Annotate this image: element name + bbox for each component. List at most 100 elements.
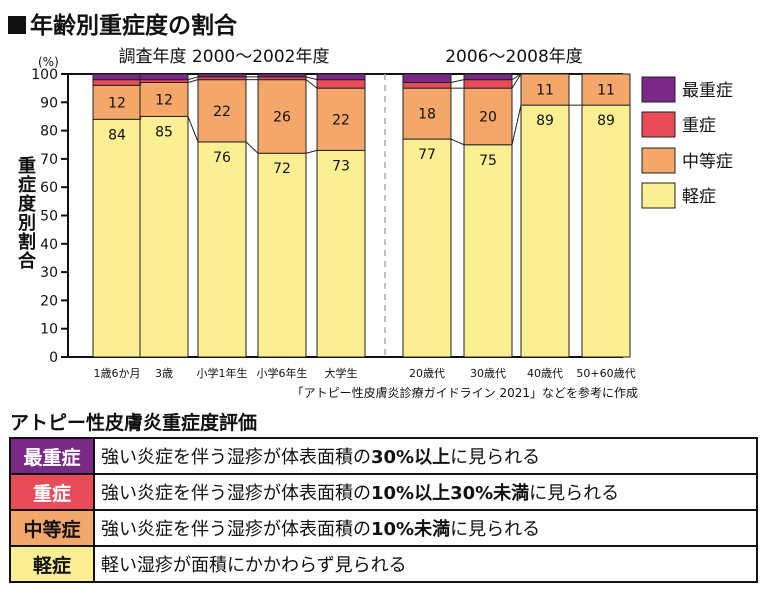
y-tick-label: 70 (40, 152, 58, 168)
y-tick-label: 40 (40, 237, 58, 253)
connector-line (305, 149, 318, 154)
bar-segment (139, 115, 189, 358)
bar-segment (316, 87, 366, 151)
bar-segment (257, 73, 307, 78)
y-tick-label: 60 (40, 180, 58, 196)
data-label: 72 (273, 161, 291, 177)
legend-swatch (641, 76, 676, 103)
bar-segment (197, 79, 247, 143)
bar-segment (257, 152, 307, 358)
severity-label: 中等症 (9, 509, 95, 547)
legend-swatch (641, 111, 676, 138)
data-label: 76 (213, 150, 231, 166)
severity-label: 軽症 (9, 545, 95, 583)
x-tick-label: 小学1年生 (197, 366, 248, 380)
bar-segment (139, 73, 189, 81)
bar-segment (316, 79, 366, 89)
bar-segment (463, 79, 513, 89)
severity-description: 強い炎症を伴う湿疹が体表面積の10%以上30%未満に見られる (93, 473, 758, 511)
connector-line (187, 76, 199, 81)
severity-label: 最重症 (9, 437, 95, 475)
bar-segment (463, 144, 513, 358)
table-title: アトピー性皮膚炎重症度評価 (10, 412, 258, 434)
x-tick-label: 小学6年生 (257, 366, 308, 380)
severity-table: 最重症 強い炎症を伴う湿疹が体表面積の30%以上に見られる 重症 強い炎症を伴う… (9, 437, 758, 583)
y-unit-label: (%) (38, 55, 59, 69)
source-note: 「アトピー性皮膚炎診療ガイドライン 2021」などを参考に作成 (292, 385, 638, 400)
x-tick-label: 大学生 (325, 366, 358, 380)
y-tick-label: 10 (40, 322, 58, 338)
data-label: 73 (332, 158, 350, 174)
y-tick-label: 20 (40, 293, 58, 309)
page-title-text: 年齢別重症度の割合 (30, 13, 237, 39)
bar-segment (402, 138, 452, 358)
data-label: 11 (597, 83, 615, 99)
connector-line (139, 82, 142, 86)
bar-segment (581, 73, 631, 106)
data-label: 89 (536, 113, 554, 129)
connector-line (511, 73, 522, 81)
data-label: 77 (418, 147, 436, 163)
bar-segment (197, 141, 247, 358)
x-tick-label: 50+60歳代 (576, 367, 635, 380)
y-axis-label-char: 別 (18, 213, 36, 234)
legend-label: 軽症 (682, 187, 716, 207)
group-label: 調査年度 2000〜2002年度 (119, 47, 330, 67)
y-tick-label: 90 (40, 95, 58, 111)
connector-line (305, 76, 318, 81)
bar-segment (316, 149, 366, 358)
table-row: 中等症 強い炎症を伴う湿疹が体表面積の10%未満に見られる (9, 509, 758, 547)
connector-line (187, 79, 199, 83)
y-tick-label: 50 (40, 209, 58, 225)
connector-line (450, 138, 465, 146)
legend-swatch (641, 147, 676, 174)
data-label: 12 (108, 95, 126, 111)
x-tick-label: 30歳代 (470, 367, 506, 380)
connector-line (511, 73, 522, 89)
data-label: 84 (108, 127, 126, 143)
y-axis-label-char: 度 (18, 193, 37, 215)
data-label: 12 (155, 92, 173, 108)
data-label: 20 (479, 109, 497, 125)
severity-description: 軽い湿疹が面積にかかわらず見られる (93, 545, 758, 583)
bar-segment (402, 87, 452, 140)
x-tick-label: 1歳6か月 (94, 367, 141, 380)
connector-line (511, 105, 522, 145)
y-axis-label-char: 合 (18, 250, 37, 272)
bar-segment (92, 79, 142, 86)
x-tick-label: 40歳代 (527, 367, 563, 380)
bar-segment (520, 104, 570, 358)
data-label: 85 (155, 124, 173, 140)
y-axis-label-char: 重 (18, 155, 36, 177)
square-bullet-icon (8, 16, 26, 34)
bar-segment (92, 73, 142, 81)
y-axis-label-char: 症 (18, 174, 36, 196)
connector-line (139, 116, 142, 120)
page-title: 年齢別重症度の割合 (8, 6, 237, 40)
bar-segment (402, 73, 452, 83)
severity-description: 強い炎症を伴う湿疹が体表面積の10%未満に見られる (93, 509, 758, 547)
bar-segment (197, 73, 247, 78)
legend-label: 最重症 (682, 81, 733, 101)
connector-line (245, 141, 259, 154)
legend-swatch (641, 182, 676, 209)
bar-segment (463, 87, 513, 146)
bar-segment (92, 118, 142, 358)
connector-line (305, 79, 318, 89)
bar-segment (520, 73, 570, 106)
y-tick-label: 0 (49, 350, 58, 366)
data-label: 22 (213, 104, 231, 120)
bar-segment (402, 81, 452, 89)
bar-segment (316, 73, 366, 81)
y-tick-label: 80 (40, 124, 58, 140)
connector-line (187, 116, 199, 143)
y-tick-label: 30 (40, 265, 58, 281)
bar-segment (463, 73, 513, 81)
table-row: 最重症 強い炎症を伴う湿疹が体表面積の30%以上に見られる (9, 437, 758, 475)
group-label: 2006〜2008年度 (445, 47, 583, 67)
bar-segment (581, 104, 631, 358)
data-label: 11 (536, 83, 554, 99)
x-tick-label: 3歳 (155, 367, 173, 380)
data-label: 18 (418, 107, 436, 123)
